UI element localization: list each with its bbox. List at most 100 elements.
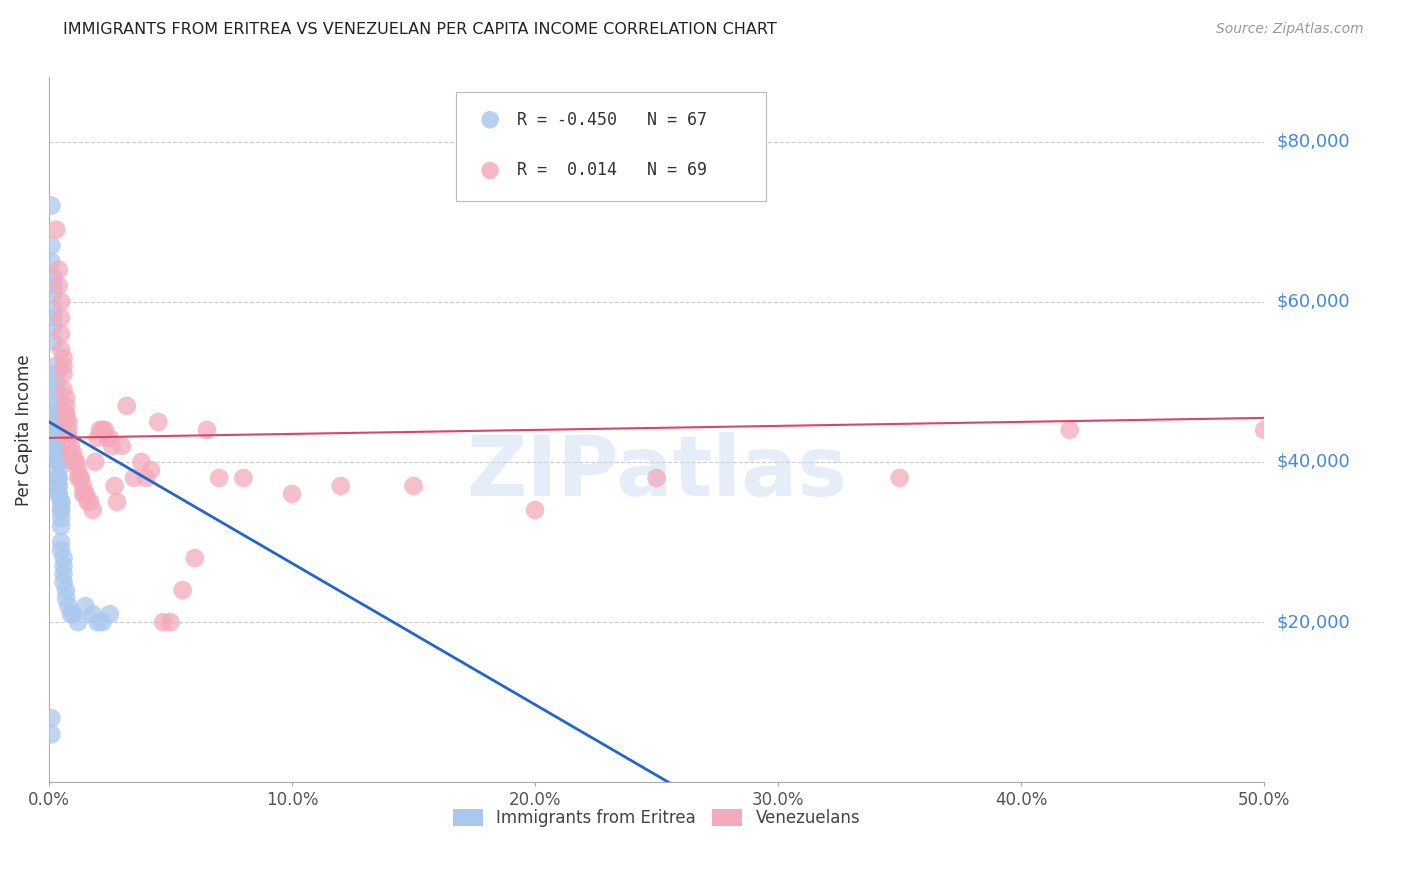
Point [67,463,90,477]
Point [49,503,72,517]
Point [59,439,82,453]
Point [49,503,72,517]
Point [49,535,72,549]
Point [55,591,77,606]
Point [45,431,67,445]
Point [45,383,67,397]
Point [52,551,75,566]
Point [48,278,70,293]
Point [42,302,65,317]
Point [45,423,67,437]
Point [152,615,174,629]
Point [281,487,304,501]
Point [45,423,67,437]
Point [98,607,121,621]
Point [172,583,194,598]
Point [55,407,77,421]
Point [41,254,63,268]
Point [49,343,72,357]
Point [55,407,77,421]
Point [67,615,90,629]
Point [58,431,80,445]
Text: IMMIGRANTS FROM ERITREA VS VENEZUELAN PER CAPITA INCOME CORRELATION CHART: IMMIGRANTS FROM ERITREA VS VENEZUELAN PE… [63,22,778,37]
Point [49,294,72,309]
Point [45,415,67,429]
Point [52,351,75,365]
Point [94,423,117,437]
Point [55,415,77,429]
Point [48,479,70,493]
Point [72,487,94,501]
Point [45,447,67,461]
Point [402,479,425,493]
Text: Source: ZipAtlas.com: Source: ZipAtlas.com [1216,22,1364,37]
Legend: Immigrants from Eritrea, Venezuelans: Immigrants from Eritrea, Venezuelans [446,803,868,834]
Point [101,439,124,453]
Point [79,495,101,509]
Point [91,615,114,629]
Point [55,583,77,598]
Point [75,487,97,501]
Point [45,439,67,453]
Point [98,431,121,445]
Point [59,607,82,621]
Text: $40,000: $40,000 [1277,453,1350,471]
Point [82,503,104,517]
Point [105,495,128,509]
Text: $60,000: $60,000 [1277,293,1350,310]
Point [49,543,72,558]
Point [329,479,352,493]
Point [75,599,97,614]
Point [159,615,181,629]
Point [889,471,911,485]
Point [42,334,65,349]
Point [86,431,108,445]
Point [45,415,67,429]
Point [49,511,72,525]
Point [148,415,170,429]
Point [55,391,77,405]
Point [48,463,70,477]
Text: ZIPatlas: ZIPatlas [465,432,846,513]
Point [45,407,67,421]
Point [75,487,97,501]
Point [49,310,72,325]
Point [184,551,207,566]
Point [232,471,254,485]
Point [45,431,67,445]
Point [91,423,114,437]
Point [45,367,67,381]
Point [45,391,67,405]
Point [49,326,72,341]
Point [645,471,668,485]
Point [42,310,65,325]
Point [48,447,70,461]
Point [76,495,98,509]
Point [131,455,153,469]
Point [48,455,70,469]
Point [920,775,942,789]
Point [1059,423,1081,437]
Point [48,479,70,493]
Point [58,415,80,429]
Text: $20,000: $20,000 [1277,613,1350,632]
Point [208,471,231,485]
Point [41,711,63,725]
Point [195,423,218,437]
Point [45,222,67,236]
Point [45,439,67,453]
Point [52,383,75,397]
Point [86,615,108,629]
Point [69,471,91,485]
Point [41,198,63,212]
Point [52,559,75,574]
Point [48,455,70,469]
Point [49,519,72,533]
Point [89,423,111,437]
Point [48,487,70,501]
FancyBboxPatch shape [456,92,766,201]
Point [84,455,107,469]
Point [52,567,75,582]
Point [122,471,145,485]
Point [48,471,70,485]
